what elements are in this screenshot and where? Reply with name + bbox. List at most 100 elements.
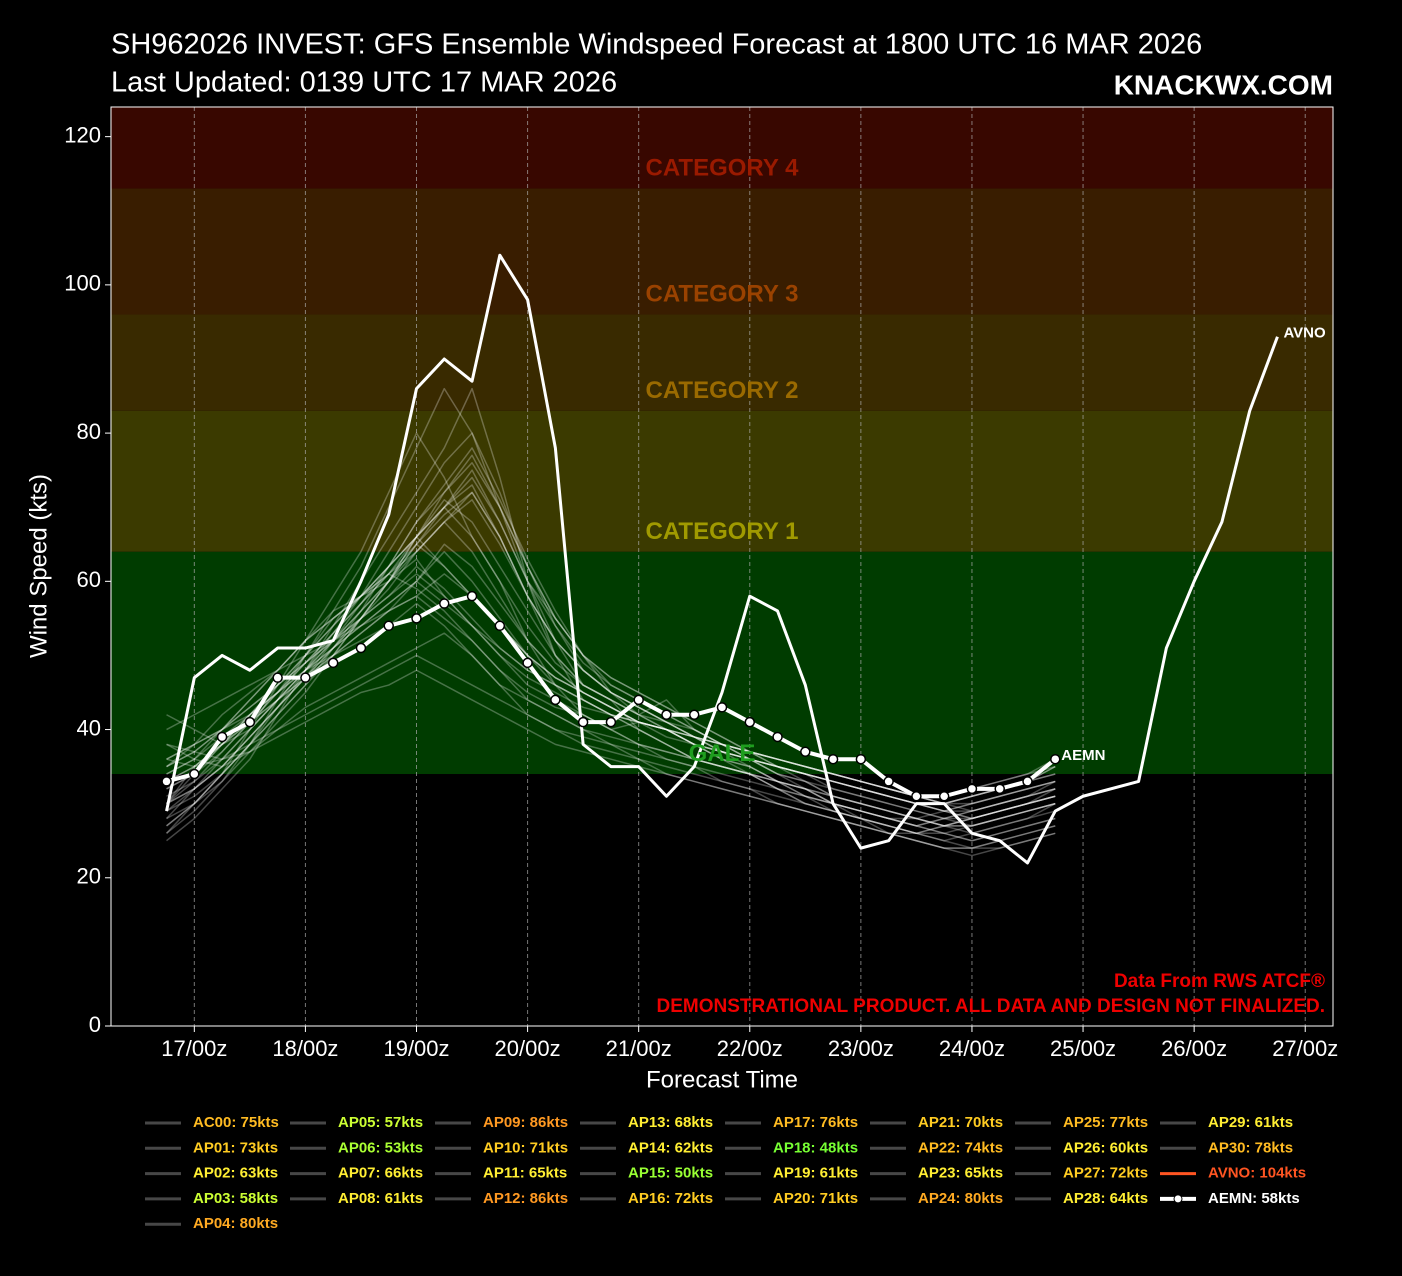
x-tick-label: 18/00z — [272, 1036, 338, 1061]
y-tick-label: 100 — [64, 271, 101, 296]
marker — [327, 657, 339, 669]
legend-label: AP08: 61kts — [338, 1190, 423, 1207]
member-line — [166, 565, 1056, 805]
marker — [966, 783, 978, 795]
legend-label: AP30: 78kts — [1208, 1139, 1293, 1156]
marker — [355, 642, 367, 654]
marker — [605, 716, 617, 728]
x-tick-label: 21/00z — [606, 1036, 672, 1061]
chart-subtitle: Last Updated: 0139 UTC 17 MAR 2026 — [111, 67, 617, 99]
member-line — [166, 521, 1056, 805]
member-line — [166, 387, 1056, 849]
x-tick-label: 20/00z — [495, 1036, 561, 1061]
legend-label: AP10: 71kts — [483, 1139, 568, 1156]
marker — [244, 716, 256, 728]
x-tick-label: 24/00z — [939, 1036, 1005, 1061]
intensity-band — [111, 188, 1333, 315]
legend-label: AP13: 68kts — [628, 1114, 713, 1131]
legend-label: AP02: 63kts — [193, 1165, 278, 1182]
member-line — [165, 432, 1056, 857]
marker — [161, 776, 172, 787]
member-line — [166, 491, 1056, 812]
member-line — [166, 499, 1056, 820]
legend-label: AP22: 74kts — [918, 1139, 1003, 1156]
marker — [744, 716, 756, 728]
marker — [522, 657, 533, 669]
chart-title: SH962026 INVEST: GFS Ensemble Windspeed … — [111, 29, 1202, 61]
marker — [300, 672, 311, 683]
x-tick-label: 22/00z — [717, 1036, 783, 1061]
legend-label: AP23: 65kts — [918, 1165, 1003, 1182]
intensity-band — [111, 314, 1333, 411]
x-tick-label: 17/00z — [161, 1036, 227, 1061]
member-line — [166, 573, 1056, 797]
marker — [550, 694, 561, 706]
marker — [466, 590, 478, 602]
legend-marker — [1173, 1194, 1183, 1204]
member-line — [165, 469, 1056, 842]
y-axis-label: Wind Speed (kts) — [25, 474, 52, 658]
marker — [216, 731, 228, 743]
y-tick-label: 120 — [64, 122, 101, 147]
band-label: CATEGORY 1 — [646, 518, 799, 545]
legend-label: AP28: 64kts — [1063, 1190, 1148, 1207]
x-tick-label: 27/00z — [1272, 1036, 1338, 1061]
intensity-band — [111, 107, 1333, 189]
legend-label: AP19: 61kts — [773, 1165, 858, 1182]
y-tick-label: 20 — [77, 864, 101, 889]
legend-label: AP29: 61kts — [1208, 1114, 1293, 1131]
intensity-band — [111, 410, 1333, 552]
legend-label: AP03: 58kts — [193, 1190, 278, 1207]
legend-label: AP20: 71kts — [773, 1190, 858, 1207]
y-tick-label: 80 — [77, 419, 101, 444]
marker — [994, 783, 1005, 795]
x-tick-label: 25/00z — [1050, 1036, 1116, 1061]
legend-label: AP01: 73kts — [193, 1139, 278, 1156]
legend-label: AP16: 72kts — [628, 1190, 713, 1207]
marker — [688, 709, 700, 720]
legend-label: AP06: 53kts — [338, 1139, 423, 1156]
marker — [883, 776, 894, 787]
x-tick-label: 23/00z — [828, 1036, 894, 1061]
member-line — [166, 543, 1056, 820]
marker — [938, 791, 950, 802]
marker — [494, 620, 506, 632]
legend-label: AP04: 80kts — [193, 1215, 278, 1232]
legend-label: AP26: 60kts — [1063, 1139, 1148, 1156]
marker — [411, 613, 422, 624]
marker — [716, 702, 728, 713]
brand: KNACKWX.COM — [1114, 69, 1333, 100]
member-line — [166, 580, 1056, 797]
y-tick-label: 40 — [77, 715, 101, 740]
member-line — [166, 595, 1056, 827]
marker — [1050, 753, 1061, 765]
legend-label: AP24: 80kts — [918, 1190, 1003, 1207]
marker — [189, 768, 200, 780]
legend-label: AP21: 70kts — [918, 1114, 1003, 1131]
y-tick-label: 60 — [77, 567, 101, 592]
band-label: CATEGORY 3 — [646, 281, 799, 308]
member-line — [166, 476, 1056, 827]
legend-label: AP27: 72kts — [1063, 1165, 1148, 1182]
plot-frame — [110, 106, 1334, 1027]
member-line — [166, 550, 1056, 805]
x-tick-label: 26/00z — [1161, 1036, 1227, 1061]
member-line — [166, 602, 1056, 835]
series-line — [165, 253, 1279, 865]
marker — [383, 620, 394, 632]
x-tick-label: 19/00z — [383, 1036, 449, 1061]
marker — [800, 746, 811, 758]
marker — [577, 716, 589, 728]
marker — [439, 598, 450, 609]
band-label: CATEGORY 2 — [646, 377, 799, 404]
legend-label: AP15: 50kts — [628, 1165, 713, 1182]
legend-label: AP07: 66kts — [338, 1165, 423, 1182]
member-line — [166, 543, 1056, 805]
member-line — [165, 484, 1056, 849]
x-axis-label: Forecast Time — [646, 1066, 798, 1093]
legend-label: AP14: 62kts — [628, 1139, 713, 1156]
marker — [661, 709, 672, 720]
legend-label: AP11: 65kts — [483, 1165, 567, 1182]
plot-area: AVNO AEMN — [111, 107, 1333, 1026]
